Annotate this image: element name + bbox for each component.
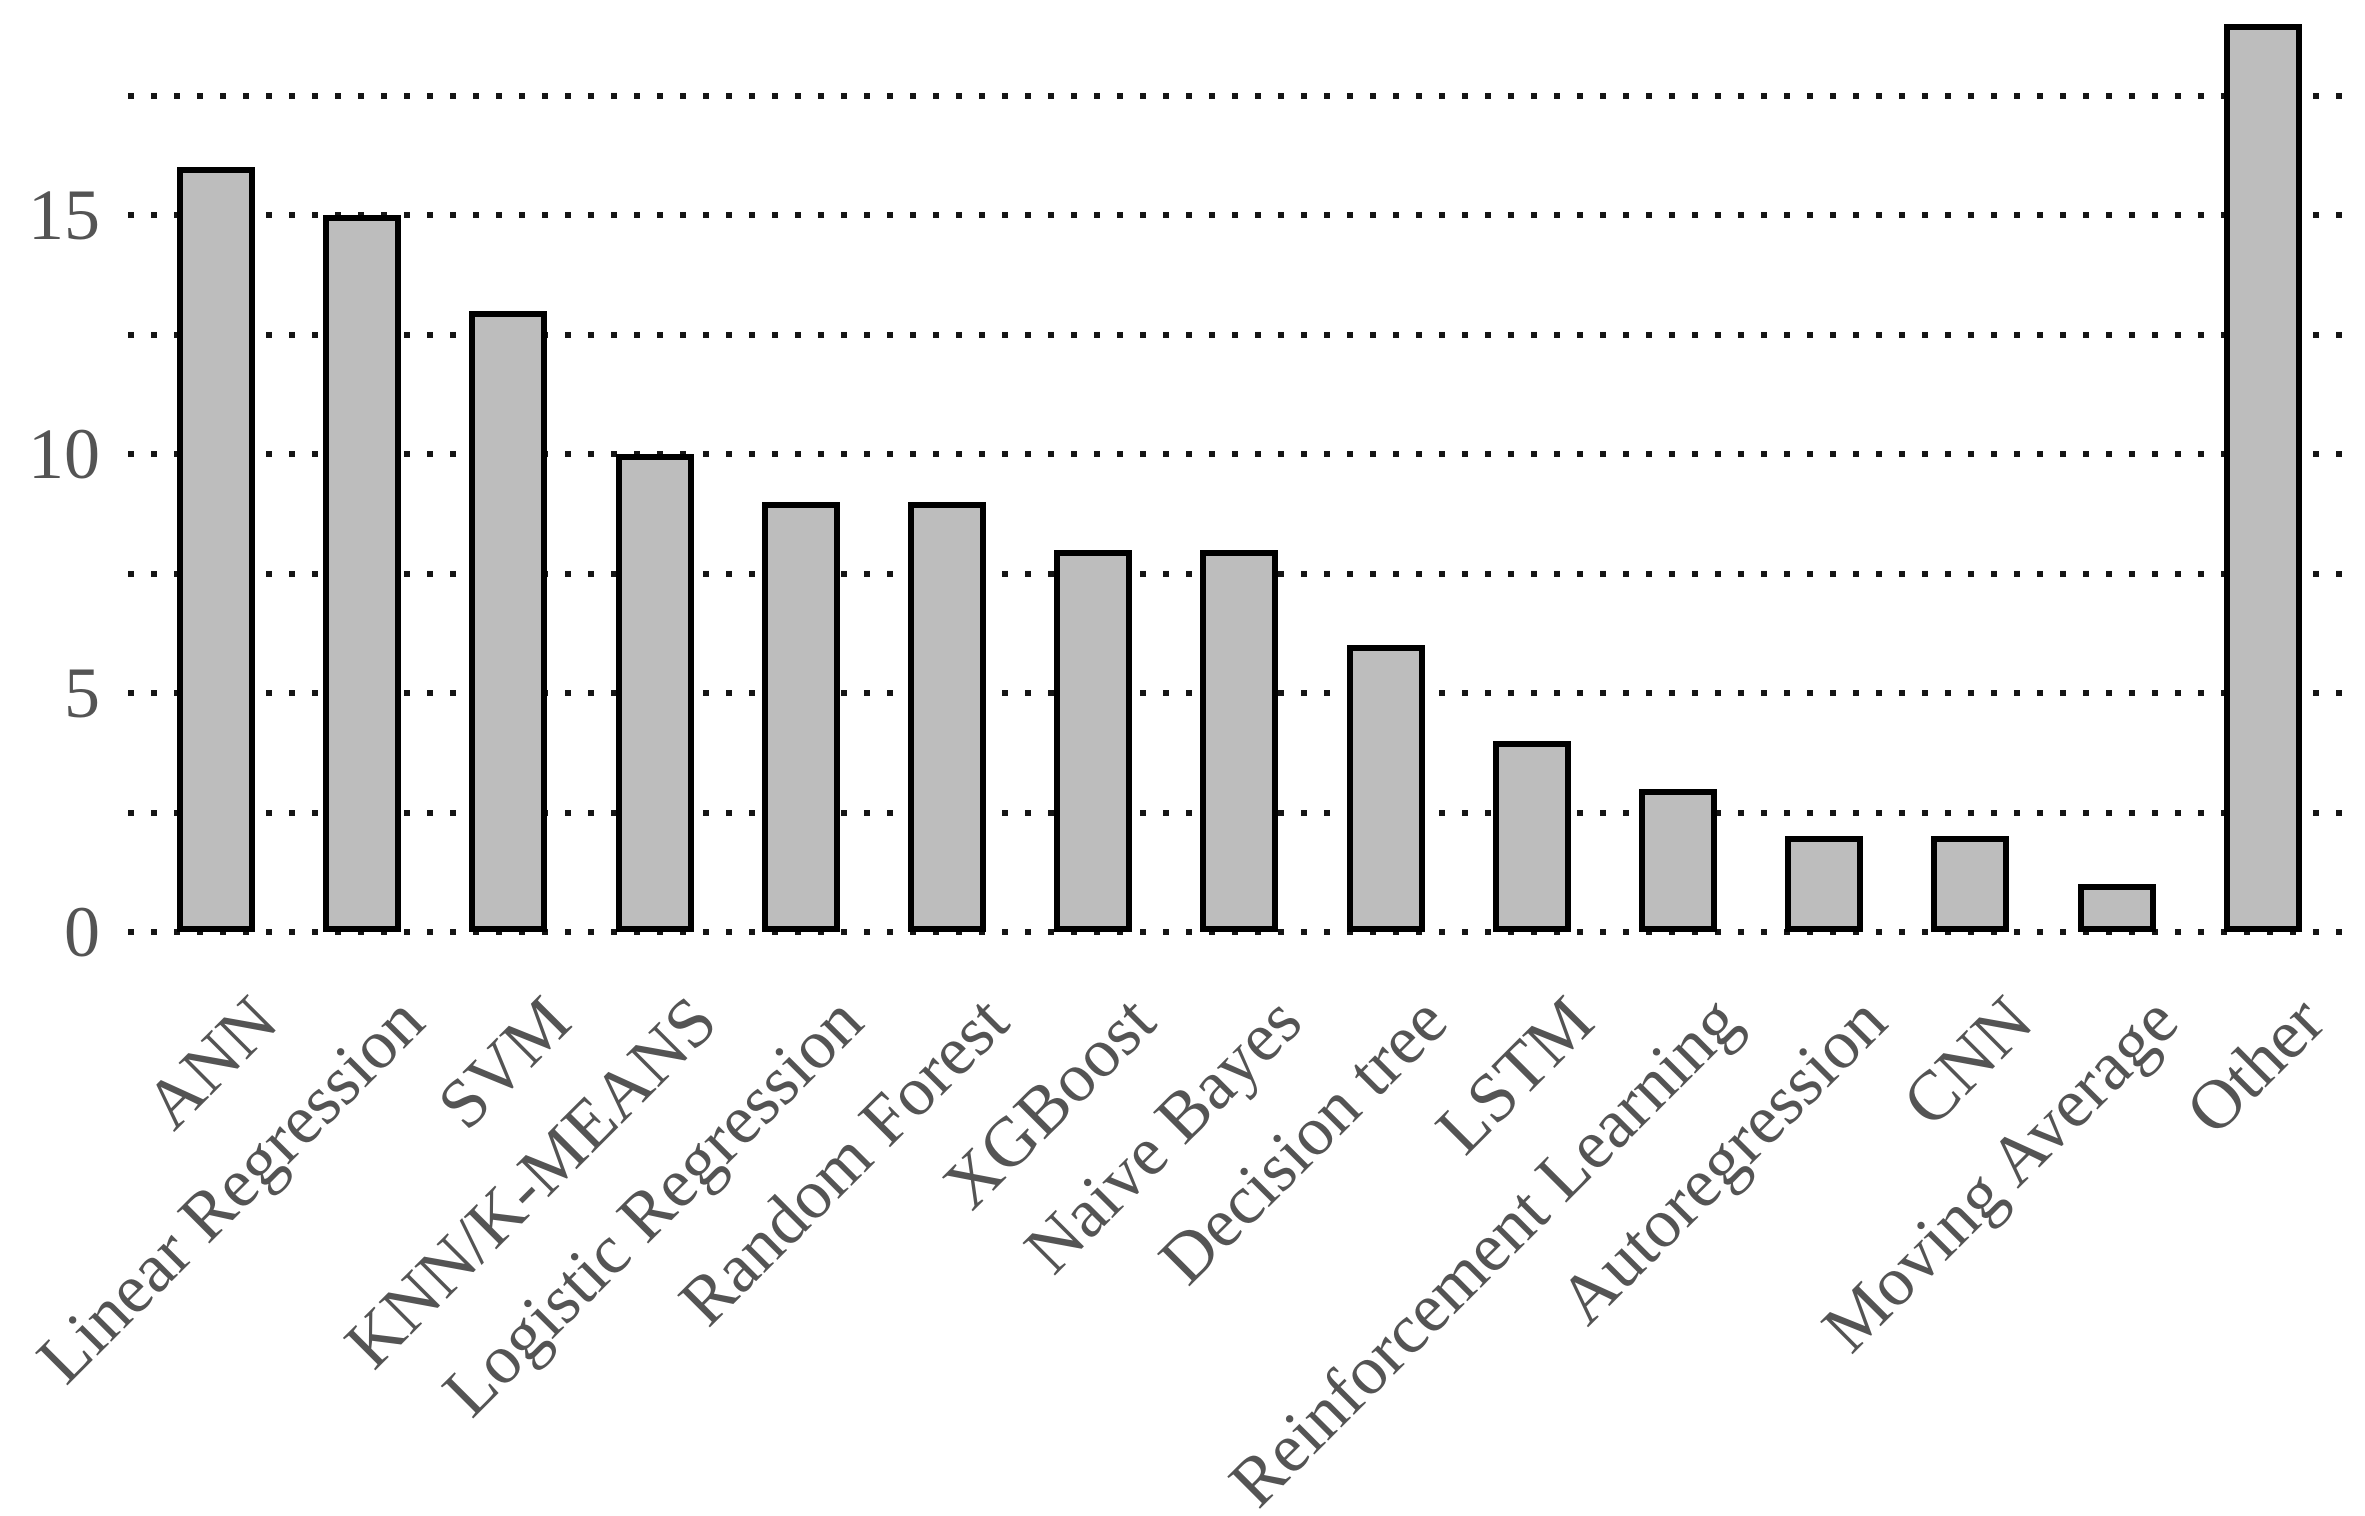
bar-random-forest xyxy=(908,501,986,932)
y-tick-label-15: 15 xyxy=(28,175,100,255)
bar-decision-tree xyxy=(1346,645,1425,932)
bar-lstm xyxy=(1492,740,1571,932)
bar-svm xyxy=(469,310,548,932)
bar-moving-average xyxy=(2077,884,2156,932)
gridline-17.5 xyxy=(128,92,2345,99)
gridline-10 xyxy=(128,451,2345,457)
bar-reinforcement-learning xyxy=(1639,788,1717,932)
bar-autoregression xyxy=(1785,836,1864,932)
y-tick-label-0: 0 xyxy=(64,892,100,972)
gridline-12.5 xyxy=(128,331,2345,338)
bar-other xyxy=(2223,23,2302,932)
gridline-0 xyxy=(128,929,2345,935)
gridline-15 xyxy=(128,212,2345,218)
y-tick-label-10: 10 xyxy=(28,414,100,494)
x-tick-label-other: Other xyxy=(2172,982,2340,1150)
bar-naive-bayes xyxy=(1200,549,1279,932)
y-tick-label-5: 5 xyxy=(64,653,100,733)
plot-area xyxy=(128,0,2345,935)
bar-linear-regression xyxy=(323,215,402,932)
bar-cnn xyxy=(1931,836,2010,932)
bar-ann xyxy=(177,167,255,932)
bar-xgboost xyxy=(1054,549,1133,932)
bar-logistic-regression xyxy=(761,501,840,932)
bar-knn-k-means xyxy=(615,454,694,932)
